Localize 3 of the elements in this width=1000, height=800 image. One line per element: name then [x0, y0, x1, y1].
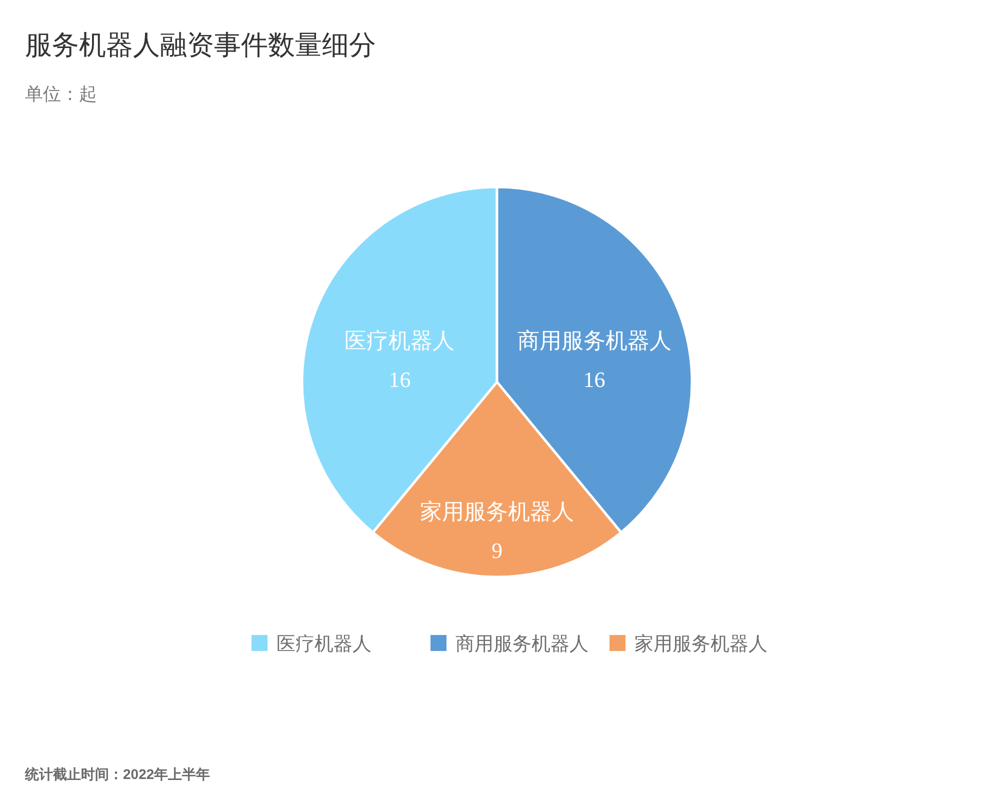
title: 服务机器人融资事件数量细分 — [25, 30, 376, 60]
annotation: 统计截止时间：2022年上半年 — [25, 766, 210, 782]
subtitle: 单位：起 — [25, 84, 97, 104]
